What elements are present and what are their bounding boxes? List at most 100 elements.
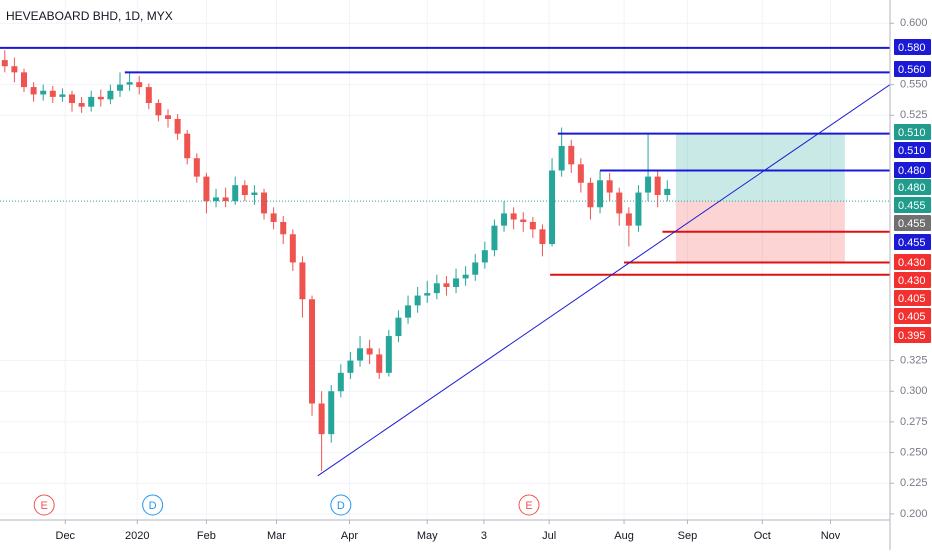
price-badge — [894, 179, 931, 195]
candle-body — [126, 82, 133, 85]
event-label: E — [40, 500, 47, 512]
candle-body — [347, 360, 354, 373]
candle-body — [241, 185, 248, 195]
event-marker — [330, 494, 352, 516]
candle-body — [11, 66, 18, 73]
time-axis-bg — [0, 520, 890, 550]
price-badge-label: 0.455 — [898, 200, 926, 212]
price-badge-label: 0.455 — [898, 218, 926, 230]
y-tick-label: 0.325 — [900, 354, 928, 366]
candle-body — [625, 213, 632, 226]
price-badge-label: 0.430 — [898, 257, 926, 269]
event-label: D — [337, 500, 345, 512]
candle-body — [165, 115, 172, 119]
candle-body — [232, 185, 239, 202]
price-badge-label: 0.510 — [898, 145, 926, 157]
candle-body — [645, 176, 652, 193]
candle-body — [1, 60, 8, 67]
price-badge-label: 0.560 — [898, 64, 926, 76]
candle-body — [251, 192, 258, 195]
price-badge — [894, 162, 931, 178]
x-tick-label: Nov — [821, 530, 841, 542]
chart-title: HEVEABOARD BHD, 1D, MYX — [6, 9, 173, 23]
candle-body — [49, 90, 56, 97]
candle-body — [395, 317, 402, 337]
candle-body — [568, 145, 575, 165]
price-badge — [894, 39, 931, 55]
price-badge — [894, 61, 931, 77]
profit-zone — [675, 133, 845, 202]
price-badge — [894, 290, 931, 306]
candle-body — [491, 225, 498, 251]
candle-body — [654, 176, 661, 195]
y-tick-label: 0.600 — [900, 17, 928, 29]
price-badge-label: 0.510 — [898, 127, 926, 139]
candle-body — [69, 94, 76, 104]
candle-body — [558, 145, 565, 171]
candle-body — [539, 229, 546, 245]
y-tick-label: 0.225 — [900, 477, 928, 489]
candle-body — [424, 293, 431, 296]
price-badge-label: 0.480 — [898, 182, 926, 194]
trendline — [317, 84, 891, 477]
x-tick-label: Feb — [197, 530, 216, 542]
price-badge-label: 0.480 — [898, 165, 926, 177]
candle-body — [405, 305, 412, 318]
candle-body — [510, 213, 517, 220]
candle-body — [145, 87, 152, 104]
candle-body — [30, 87, 37, 95]
candle-body — [376, 354, 383, 373]
candle-body — [184, 133, 191, 159]
candle-body — [481, 250, 488, 263]
candle-body — [213, 197, 220, 202]
candle-body — [501, 213, 508, 226]
y-tick-label: 0.550 — [900, 79, 928, 91]
candle-body — [616, 192, 623, 214]
candle-body — [289, 234, 296, 263]
candle-body — [21, 72, 28, 88]
event-marker — [142, 494, 164, 516]
candle-body — [357, 348, 364, 361]
price-badge-label: 0.430 — [898, 275, 926, 287]
event-label: E — [525, 500, 532, 512]
x-tick-label: 2020 — [125, 530, 149, 542]
candle-body — [587, 182, 594, 208]
candle-body — [328, 391, 335, 435]
candle-body — [318, 403, 325, 435]
y-tick-label: 0.275 — [900, 416, 928, 428]
x-tick-label: Mar — [267, 530, 286, 542]
candle-body — [433, 283, 440, 294]
event-marker — [518, 494, 540, 516]
candle-body — [366, 348, 373, 355]
candle-body — [193, 158, 200, 177]
price-badge — [894, 254, 931, 270]
price-badge — [894, 327, 931, 343]
candle-body — [337, 372, 344, 392]
price-badge-label: 0.405 — [898, 311, 926, 323]
x-tick-label: Apr — [341, 530, 358, 542]
candle-body — [309, 299, 316, 404]
x-tick-label: 3 — [481, 530, 487, 542]
price-badge — [894, 124, 931, 140]
candle-body — [299, 262, 306, 300]
candle-body — [472, 262, 479, 275]
price-badge — [894, 308, 931, 324]
candle-body — [414, 295, 421, 306]
candle-body — [664, 188, 671, 195]
candle-body — [453, 278, 460, 287]
x-tick-label: Dec — [56, 530, 76, 542]
y-tick-label: 0.200 — [900, 508, 928, 520]
candle-body — [385, 336, 392, 373]
candle-body — [635, 192, 642, 226]
candle-body — [174, 118, 181, 134]
x-tick-label: Sep — [678, 530, 698, 542]
price-badge-label: 0.580 — [898, 42, 926, 54]
candle-body — [107, 90, 114, 100]
price-badge-label: 0.395 — [898, 330, 926, 342]
y-tick-label: 0.300 — [900, 385, 928, 397]
candle-body — [529, 221, 536, 230]
candle-body — [155, 103, 162, 116]
candle-body — [597, 180, 604, 208]
candle-body — [577, 164, 584, 183]
